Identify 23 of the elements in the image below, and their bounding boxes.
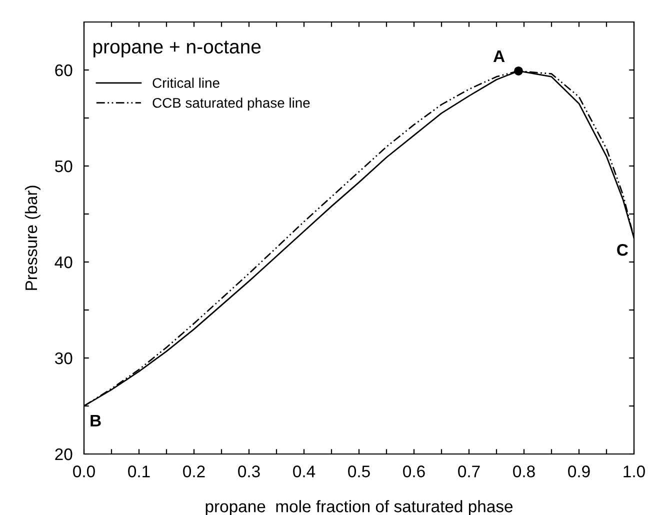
x-tick-label: 0.5 bbox=[348, 466, 370, 478]
annotation: A bbox=[493, 50, 505, 62]
x-tick-label: 1.0 bbox=[624, 466, 645, 478]
x-tick-label: 0.0 bbox=[73, 466, 95, 478]
x-tick-label: 0.6 bbox=[403, 466, 425, 478]
y-tick-label: 60 bbox=[55, 64, 72, 76]
y-tick-label: 20 bbox=[55, 448, 72, 460]
x-tick-label: 0.9 bbox=[568, 466, 590, 478]
x-tick-label: 0.7 bbox=[458, 466, 480, 478]
x-tick-label: 0.4 bbox=[293, 466, 316, 478]
text: propane + n-octane bbox=[94, 40, 261, 58]
annotation: C bbox=[617, 244, 628, 256]
x-tick-label: 0.8 bbox=[513, 466, 535, 478]
x-tick-label: 0.3 bbox=[238, 466, 260, 478]
y-tick-label: 50 bbox=[55, 160, 72, 172]
y-tick-label: 30 bbox=[54, 352, 72, 364]
legend-label: Critical line bbox=[152, 78, 220, 88]
y-axis-title: Pressure (bar) bbox=[24, 186, 40, 290]
legend-label: CCB saturated phase line bbox=[152, 98, 310, 111]
x-tick-label: 0.2 bbox=[183, 466, 205, 478]
x-tick-label: 0.1 bbox=[128, 466, 150, 478]
annotation: B bbox=[90, 414, 101, 426]
y-tick-label: 40 bbox=[54, 256, 72, 268]
